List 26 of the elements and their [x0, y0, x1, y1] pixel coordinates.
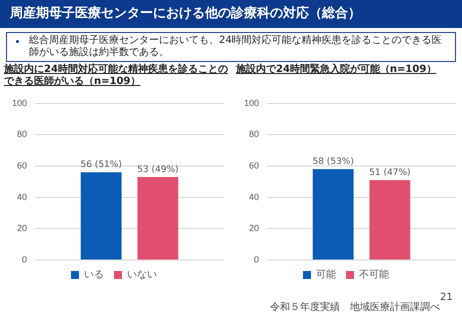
y-tick-label: 0: [22, 254, 28, 264]
y-tick-label: 0: [254, 254, 260, 264]
legend-label: いる: [84, 270, 104, 281]
y-tick-label: 20: [17, 223, 28, 234]
text: 総合周産期母子医療センターにおいても、24時間対応可能な精神疾患を診ることのできる医師がいる施設は約半数である。: [29, 35, 443, 59]
y-tick-label: 40: [17, 192, 28, 202]
text: 周産期母子医療センターにおける他の診療科の対応（総合）: [0, 0, 462, 28]
y-tick-label: 100: [244, 98, 260, 108]
data-label: 58 (53%): [312, 157, 354, 168]
data-label: 53 (49%): [137, 164, 179, 175]
data-label: 56 (51%): [80, 160, 122, 170]
y-tick-label: 60: [249, 160, 260, 171]
y-tick-label: 80: [249, 129, 260, 140]
y-tick-label: 80: [17, 129, 28, 140]
chart-title: 施設内に24時間対応可能な精神疾患を診ることのできる医師がいる（n=109）: [4, 64, 229, 89]
chart-title: 施設内で24時間緊急入院が可能（n=109）: [236, 64, 438, 77]
legend-label: いない: [127, 270, 157, 281]
data-label: 51 (47%): [369, 168, 411, 178]
legend-label: 可能: [316, 268, 336, 281]
y-tick-label: 60: [17, 160, 28, 171]
y-tick-label: 40: [249, 192, 260, 202]
y-tick-label: 100: [12, 98, 28, 108]
text: 令和５年度実績 地域医療計画課調べ: [269, 300, 440, 314]
y-tick-label: 20: [249, 223, 260, 234]
legend-label: 不可能: [359, 268, 389, 281]
text: 21: [440, 292, 453, 303]
